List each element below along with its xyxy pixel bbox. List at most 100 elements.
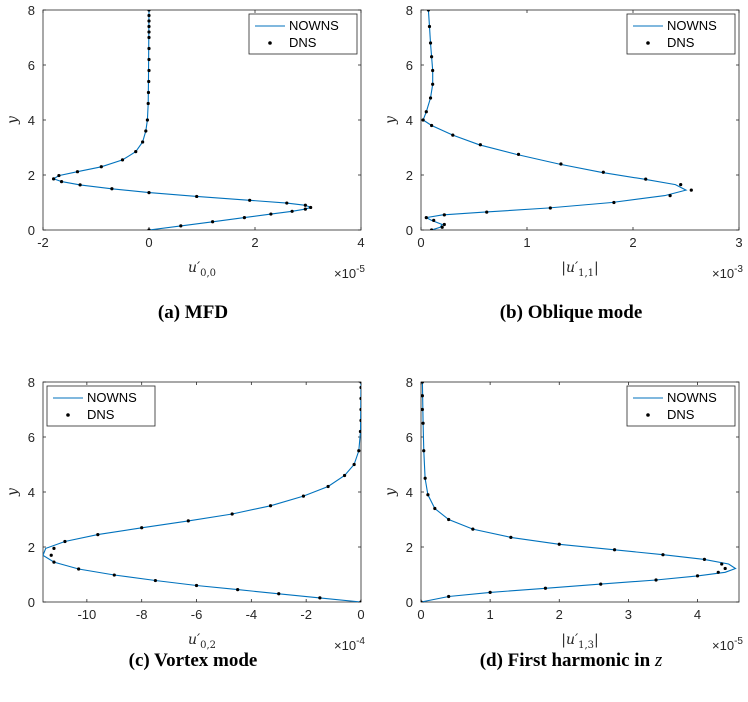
x-exponent-base: ×10	[712, 266, 734, 281]
x-tick-label: 4	[357, 235, 364, 250]
series-point-dns	[421, 118, 425, 122]
series-point-dns	[421, 421, 425, 425]
series-point-dns	[153, 578, 157, 583]
series-point-dns	[147, 35, 151, 40]
series-point-dns	[303, 203, 307, 207]
series-point-dns	[471, 527, 475, 531]
series-point-dns	[144, 129, 148, 133]
legend-swatch-dns	[268, 41, 272, 45]
y-axis-label: y	[5, 115, 21, 125]
series-point-dns	[52, 177, 56, 181]
series-point-dns	[186, 519, 190, 523]
series-line-nowns	[422, 10, 688, 230]
series-point-dns	[99, 165, 103, 169]
legend-swatch-dns	[646, 413, 650, 417]
series-point-dns	[509, 535, 513, 539]
series-point-dns	[179, 224, 183, 228]
series-point-dns	[112, 573, 116, 577]
series-point-dns	[548, 206, 552, 210]
series-point-dns	[601, 170, 605, 174]
x-exponent-label: ×10-3	[712, 264, 743, 281]
series-point-dns	[716, 570, 720, 574]
series-point-dns	[52, 560, 56, 564]
y-tick-label: 6	[28, 58, 35, 73]
y-tick-label: 2	[406, 168, 413, 183]
y-tick-label: 0	[406, 223, 413, 238]
series-point-dns	[318, 596, 322, 600]
series-point-dns	[147, 13, 151, 18]
legend-box	[248, 13, 358, 55]
caption-b: (b) Oblique mode	[499, 302, 643, 323]
series-point-dns	[59, 180, 64, 184]
series-point-dns	[433, 506, 437, 511]
series-point-dns	[147, 10, 151, 12]
legend-label-dns: DNS	[87, 407, 115, 422]
series-point-dns	[431, 68, 435, 73]
series-point-dns	[430, 123, 434, 128]
series-point-dns	[145, 118, 150, 122]
x-axis-label: u′0,2	[188, 632, 216, 651]
series-point-dns	[442, 213, 446, 217]
caption-d: (d) First harmonic in z	[421, 650, 721, 672]
series-point-dns	[451, 133, 455, 137]
series-point-dns	[359, 396, 361, 401]
x-exponent-power: -3	[734, 264, 743, 275]
series-point-dns	[134, 150, 138, 154]
series-point-dns	[424, 110, 428, 114]
caption-a: (a) MFD	[157, 302, 229, 323]
x-tick-label: 1	[487, 607, 494, 622]
series-point-dns	[277, 592, 281, 596]
series-point-dns	[421, 600, 423, 602]
y-tick-label: 6	[406, 58, 413, 73]
x-exponent-power: -5	[356, 264, 365, 275]
x-tick-label: 0	[145, 235, 152, 250]
series-point-dns	[644, 177, 648, 181]
series-point-dns	[431, 82, 435, 86]
series-point-dns	[668, 194, 672, 198]
x-tick-label: 2	[629, 235, 636, 250]
series-point-dns	[427, 24, 432, 29]
series-point-dns	[269, 212, 273, 216]
x-tick-label: 2	[251, 235, 258, 250]
x-exponent-label: ×10-4	[334, 636, 365, 653]
y-tick-label: 8	[406, 375, 413, 390]
series-point-dns	[352, 462, 356, 467]
series-point-dns	[194, 583, 199, 588]
caption-d-variable: z	[654, 650, 663, 671]
series-point-dns	[447, 594, 451, 599]
series-point-dns	[559, 162, 563, 166]
x-exponent-base: ×10	[334, 266, 356, 281]
series-point-dns	[430, 55, 434, 59]
x-tick-label: -10	[77, 607, 96, 622]
series-point-dns	[422, 449, 426, 453]
series-point-dns	[326, 484, 330, 489]
series-point-dns	[146, 90, 151, 95]
y-tick-label: 0	[28, 223, 35, 238]
series-point-dns	[147, 19, 151, 23]
series-point-dns	[357, 449, 361, 453]
series-point-dns	[723, 566, 727, 571]
series-point-dns	[426, 493, 430, 497]
series-point-dns	[290, 209, 294, 213]
series-point-dns	[488, 590, 492, 594]
y-tick-label: 8	[406, 3, 413, 18]
series-point-dns	[147, 191, 151, 195]
plot-area-c	[43, 382, 361, 602]
series-point-dns	[702, 557, 707, 561]
legend-label-nowns: NOWNS	[667, 390, 717, 405]
series-point-dns	[75, 170, 80, 174]
x-tick-label: 4	[694, 607, 701, 622]
x-axis-label-close: |	[594, 260, 599, 276]
series-point-dns	[195, 194, 199, 199]
series-point-dns	[303, 207, 307, 211]
series-point-dns	[426, 10, 431, 12]
series-point-dns	[230, 512, 234, 516]
legend-box	[46, 385, 156, 427]
series-point-dns	[428, 96, 433, 100]
series-point-dns	[147, 68, 151, 73]
y-axis-label: y	[383, 115, 399, 125]
x-axis-label-subscript: 0,2	[200, 640, 216, 651]
series-line-nowns	[43, 382, 361, 602]
